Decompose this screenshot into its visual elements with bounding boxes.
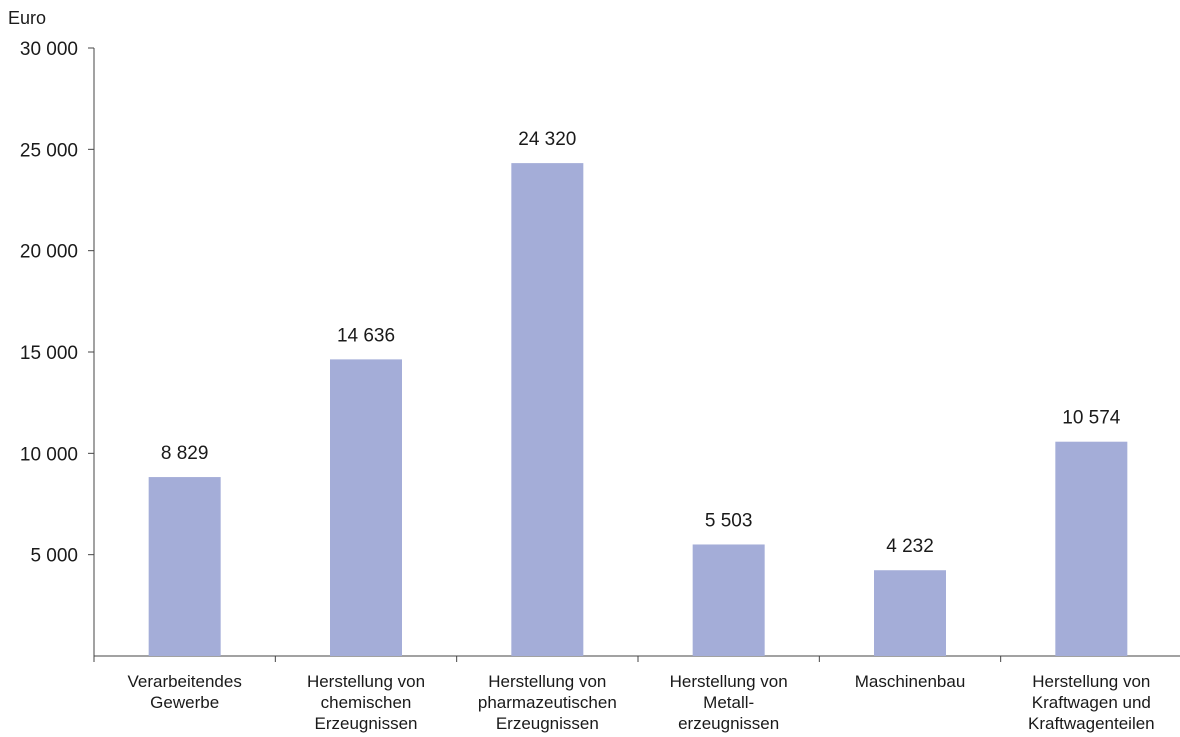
category-label-line: Herstellung von <box>1032 672 1150 691</box>
category-label-line: Maschinenbau <box>855 672 966 691</box>
y-tick-label: 25 000 <box>20 140 78 161</box>
category-label-line: Erzeugnissen <box>314 714 417 733</box>
category-labels-group: Verarbeitendes Gewerbe Herstellung von chem… <box>127 672 1154 733</box>
category-label: Herstellung von chemischen Erzeugnissen <box>307 672 425 733</box>
category-label-line: pharmazeutischen <box>478 693 617 712</box>
y-tick-label: 15 000 <box>20 343 78 364</box>
category-label-line: chemischen <box>321 693 412 712</box>
category-label: Herstellung von Kraftwagen und Kraftwagent… <box>1028 672 1155 733</box>
value-labels-group: 8 829 14 636 24 320 5 503 4 232 10 574 <box>161 129 1121 557</box>
category-label: Herstellung von Metall-erzeugnissen <box>670 672 788 733</box>
y-tick-label: 10 000 <box>20 444 78 465</box>
category-label-line: Kraftwagen und <box>1032 693 1151 712</box>
bar <box>330 359 402 656</box>
bar <box>692 544 765 656</box>
category-label-line: Gewerbe <box>150 693 219 712</box>
x-axis-ticks <box>93 656 1002 662</box>
category-label-line: Metall- <box>703 693 754 712</box>
y-axis-ticks: 5 000 10 000 15 000 20 000 25 000 30 000 <box>20 39 94 567</box>
bar-value-label: 4 232 <box>886 536 934 557</box>
category-label: Herstellung von pharmazeutischen Erzeugnis… <box>478 672 617 733</box>
category-label-line: Erzeugnissen <box>496 714 599 733</box>
bar-value-label: 14 636 <box>337 325 395 346</box>
category-label-line: erzeugnissen <box>678 714 779 733</box>
y-tick-label: 20 000 <box>20 242 78 263</box>
bar-value-label: 24 320 <box>518 129 576 150</box>
bar-value-label: 5 503 <box>705 510 753 531</box>
bar-value-label: 8 829 <box>161 443 209 464</box>
bars-group <box>148 163 1128 656</box>
bar <box>148 477 221 656</box>
category-label: Maschinenbau <box>855 672 966 691</box>
category-label-line: Verarbeitendes <box>127 672 241 691</box>
bar <box>1055 441 1128 656</box>
category-label-line: Herstellung von <box>670 672 788 691</box>
category-label-line: Herstellung von <box>307 672 425 691</box>
category-label-line: Herstellung von <box>488 672 606 691</box>
category-label: Verarbeitendes Gewerbe <box>127 672 241 712</box>
bar <box>874 570 946 656</box>
category-label-line: Kraftwagenteilen <box>1028 714 1155 733</box>
y-axis-unit-label: Euro <box>8 8 46 28</box>
bar-value-label: 10 574 <box>1062 408 1121 429</box>
y-tick-label: 30 000 <box>20 39 78 60</box>
y-tick-label: 5 000 <box>30 546 78 567</box>
bar <box>511 163 584 656</box>
